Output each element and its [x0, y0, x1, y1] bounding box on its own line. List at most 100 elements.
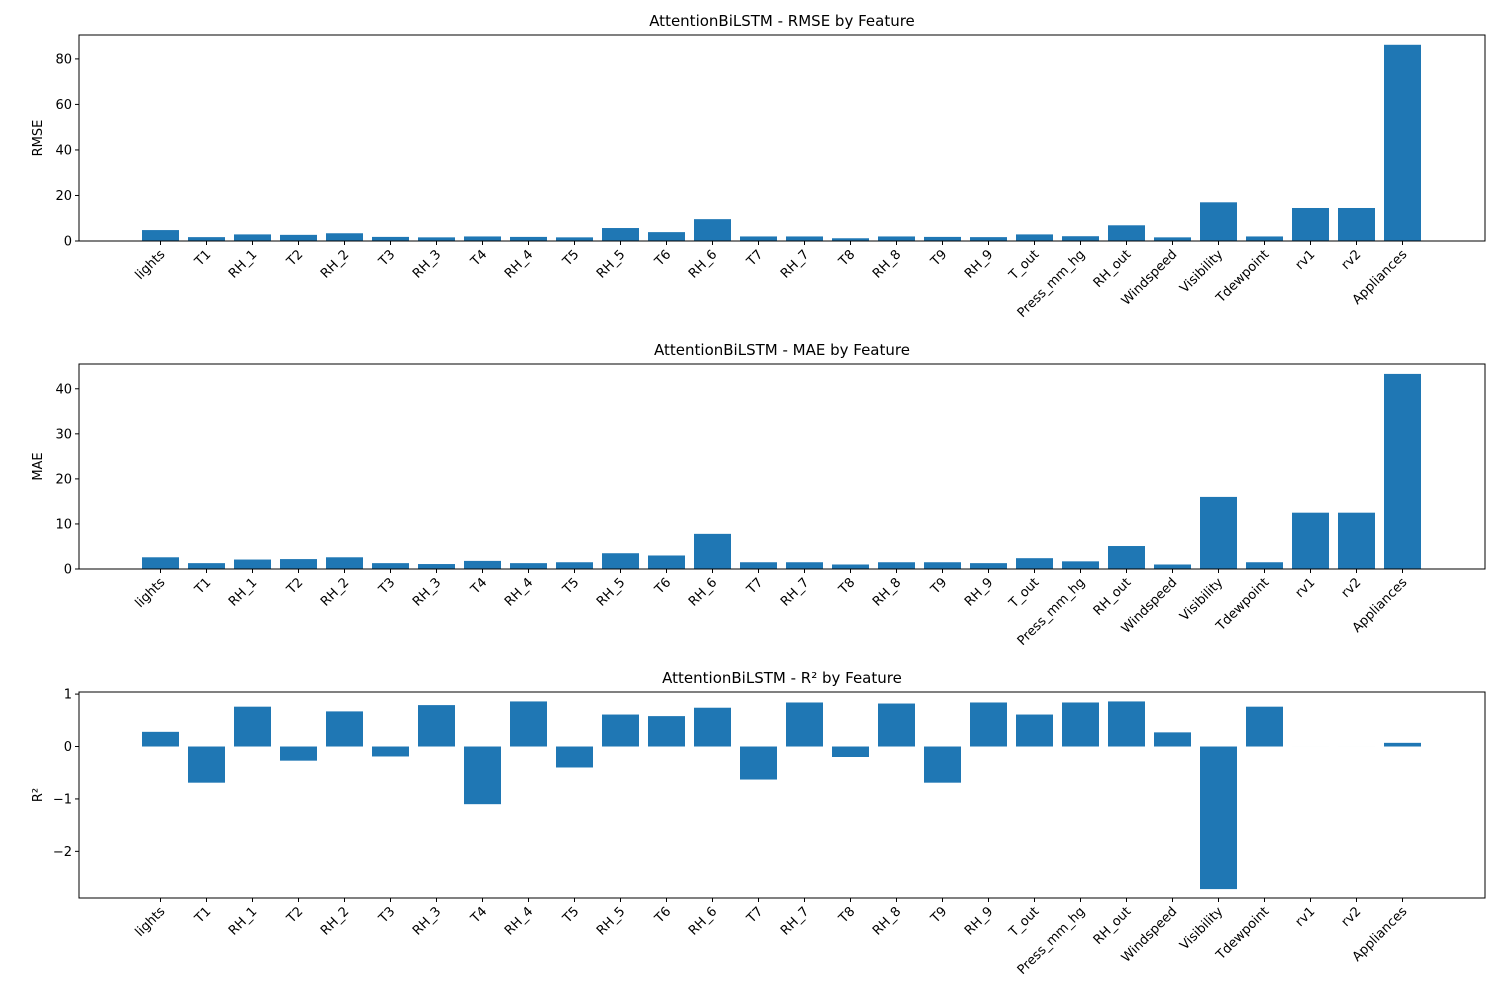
mae-y-tick-label: 30 — [55, 427, 72, 442]
rmse-chart-title: AttentionBiLSTM - RMSE by Feature — [649, 12, 915, 30]
mae-bar-rv1 — [1292, 512, 1329, 569]
rmse-bar-tdewpoint — [1246, 236, 1283, 241]
mae-y-axis-label: MAE — [31, 452, 46, 480]
r2-bar-t7 — [740, 746, 777, 780]
r2-bar-rh-out — [1108, 701, 1145, 747]
mae-bar-rh-8 — [878, 562, 915, 569]
rmse-bar-t4 — [464, 236, 501, 241]
r2-bar-rh-4 — [510, 701, 547, 747]
rmse-bar-t8 — [832, 238, 869, 241]
mae-bar-t1 — [188, 563, 225, 569]
rmse-bar-rh-5 — [602, 228, 639, 241]
r2-bar-t9 — [924, 746, 961, 783]
r2-bar-t2 — [280, 746, 317, 761]
mae-bar-lights — [142, 557, 179, 569]
mae-bar-rh-6 — [694, 533, 731, 569]
r2-bar-lights — [142, 731, 179, 747]
mae-bar-tdewpoint — [1246, 562, 1283, 569]
rmse-bar-appliances — [1384, 44, 1421, 242]
mae-bar-appliances — [1384, 373, 1421, 569]
r2-bar-rh-5 — [602, 714, 639, 747]
mae-bar-rh-out — [1108, 546, 1145, 569]
r2-bar-rh-9 — [970, 702, 1007, 747]
rmse-bar-rh-3 — [418, 237, 455, 241]
r2-axes-frame — [78, 691, 1486, 899]
mae-bar-rh-3 — [418, 564, 455, 569]
mae-bar-t8 — [832, 564, 869, 569]
r2-y-tick-label: 0 — [64, 740, 72, 755]
r2-y-tick-label: −2 — [53, 845, 72, 860]
mae-bar-windspeed — [1154, 564, 1191, 569]
mae-bar-rv2 — [1338, 512, 1375, 569]
rmse-bar-t5 — [556, 237, 593, 241]
mae-bar-visibility — [1200, 496, 1237, 569]
rmse-bar-t3 — [372, 236, 409, 241]
rmse-bar-rh-out — [1108, 225, 1145, 241]
mae-y-tick-label: 0 — [64, 563, 72, 578]
mae-y-tick-label: 20 — [55, 472, 72, 487]
rmse-bar-t-out — [1016, 234, 1053, 241]
rmse-bar-rv1 — [1292, 207, 1329, 241]
r2-chart-title: AttentionBiLSTM - R² by Feature — [662, 669, 902, 687]
r2-y-tick-label: −1 — [53, 792, 72, 807]
rmse-bar-t2 — [280, 234, 317, 241]
r2-y-tick-label: 1 — [64, 688, 72, 703]
rmse-bar-rh-7 — [786, 236, 823, 241]
rmse-bar-rh-2 — [326, 233, 363, 241]
rmse-bar-t1 — [188, 237, 225, 241]
rmse-bar-rh-9 — [970, 237, 1007, 241]
r2-bar-rh-1 — [234, 706, 271, 747]
rmse-bar-rh-4 — [510, 236, 547, 241]
rmse-bar-press-mm-hg — [1062, 236, 1099, 241]
mae-bar-t9 — [924, 562, 961, 569]
r2-bar-t4 — [464, 746, 501, 805]
r2-bar-t6 — [648, 716, 685, 747]
mae-bar-rh-5 — [602, 553, 639, 569]
rmse-y-axis-label: RMSE — [31, 120, 46, 157]
r2-bar-t5 — [556, 746, 593, 768]
mae-bar-t2 — [280, 559, 317, 569]
r2-y-axis-label: R² — [31, 788, 46, 802]
rmse-bar-visibility — [1200, 202, 1237, 241]
rmse-bar-t6 — [648, 232, 685, 241]
mae-bar-t-out — [1016, 558, 1053, 569]
mae-axes-frame — [78, 363, 1486, 570]
r2-bar-rh-8 — [878, 703, 915, 747]
mae-bar-t4 — [464, 560, 501, 569]
r2-bar-t1 — [188, 746, 225, 783]
mae-bar-t3 — [372, 563, 409, 569]
mae-bar-rh-7 — [786, 562, 823, 569]
r2-bar-t8 — [832, 746, 869, 757]
rmse-bar-rv2 — [1338, 207, 1375, 241]
rmse-bar-rh-1 — [234, 234, 271, 241]
rmse-bar-windspeed — [1154, 237, 1191, 241]
r2-bar-appliances — [1384, 742, 1421, 747]
mae-y-tick-label: 40 — [55, 382, 72, 397]
r2-bar-rh-2 — [326, 711, 363, 747]
mae-y-tick-label: 10 — [55, 517, 72, 532]
mae-bar-t5 — [556, 562, 593, 569]
r2-bar-tdewpoint — [1246, 706, 1283, 747]
rmse-bar-t9 — [924, 236, 961, 241]
r2-bar-rh-6 — [694, 707, 731, 747]
mae-bar-rh-2 — [326, 557, 363, 569]
rmse-y-tick-label: 0 — [64, 235, 72, 250]
mae-bar-press-mm-hg — [1062, 561, 1099, 569]
rmse-y-tick-label: 60 — [55, 98, 72, 113]
r2-bar-t-out — [1016, 714, 1053, 747]
mae-chart-title: AttentionBiLSTM - MAE by Feature — [654, 341, 910, 359]
rmse-bar-lights — [142, 230, 179, 241]
r2-bar-rh-3 — [418, 705, 455, 747]
rmse-bar-t7 — [740, 236, 777, 241]
rmse-y-tick-label: 80 — [55, 52, 72, 67]
mae-bar-rh-1 — [234, 559, 271, 569]
mae-bar-rh-4 — [510, 563, 547, 569]
r2-bar-rh-7 — [786, 702, 823, 747]
r2-bar-visibility — [1200, 746, 1237, 890]
rmse-y-tick-label: 20 — [55, 189, 72, 204]
mae-bar-rh-9 — [970, 563, 1007, 569]
rmse-bar-rh-8 — [878, 236, 915, 241]
rmse-y-tick-label: 40 — [55, 143, 72, 158]
